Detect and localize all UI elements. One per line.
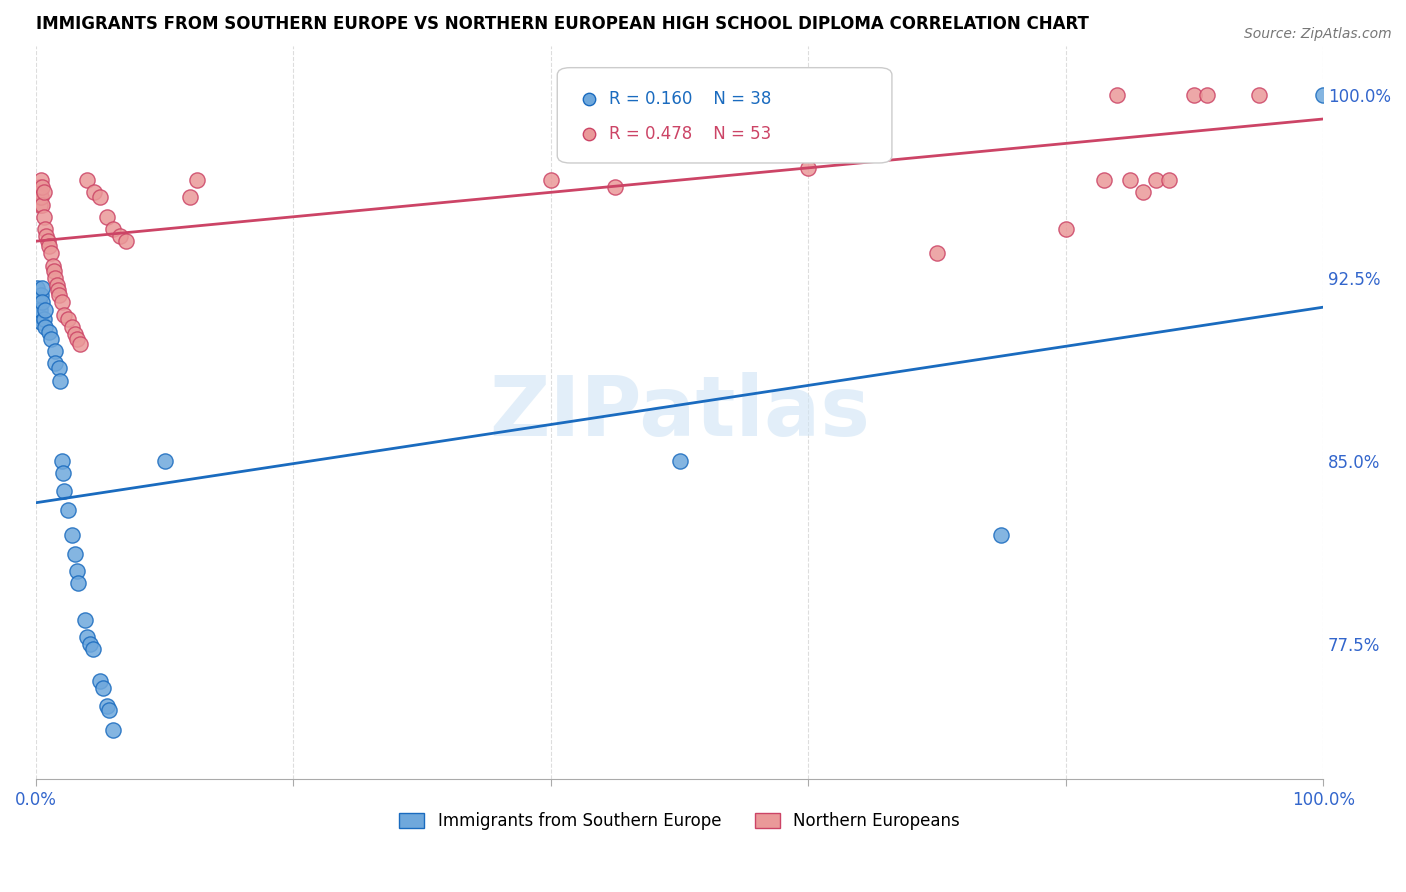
Point bbox=[35, 229, 58, 244]
Point bbox=[31, 295, 53, 310]
Point bbox=[44, 356, 66, 370]
Point bbox=[91, 681, 114, 696]
Point bbox=[1054, 222, 1077, 236]
Point bbox=[48, 288, 70, 302]
Point bbox=[1107, 87, 1129, 102]
Point bbox=[34, 302, 56, 317]
Point bbox=[1197, 87, 1219, 102]
Point bbox=[89, 674, 111, 689]
Point bbox=[1312, 87, 1334, 102]
Point bbox=[98, 704, 121, 718]
Point bbox=[67, 576, 90, 591]
Point bbox=[101, 723, 124, 737]
Point bbox=[28, 302, 51, 317]
Point bbox=[32, 312, 55, 326]
Point bbox=[797, 161, 820, 175]
Point bbox=[56, 503, 79, 517]
Point bbox=[27, 308, 49, 322]
Point bbox=[63, 547, 86, 561]
Point bbox=[30, 173, 52, 187]
Point bbox=[153, 454, 176, 468]
Point bbox=[53, 308, 76, 322]
Point bbox=[1144, 173, 1167, 187]
Point bbox=[32, 186, 55, 200]
Point bbox=[30, 288, 52, 302]
Point bbox=[51, 295, 73, 310]
Point bbox=[578, 381, 600, 395]
Point bbox=[1132, 186, 1154, 200]
Point bbox=[44, 344, 66, 359]
Point bbox=[49, 374, 72, 388]
Point bbox=[53, 483, 76, 498]
Point bbox=[605, 180, 627, 194]
Point bbox=[1157, 173, 1180, 187]
Point bbox=[578, 266, 600, 280]
Point bbox=[1184, 87, 1206, 102]
Point bbox=[41, 332, 63, 346]
Point bbox=[56, 312, 79, 326]
Point bbox=[925, 246, 948, 260]
Point bbox=[1247, 87, 1270, 102]
Point bbox=[41, 259, 63, 273]
Text: Source: ZipAtlas.com: Source: ZipAtlas.com bbox=[1244, 27, 1392, 41]
Point bbox=[31, 197, 53, 211]
Point bbox=[1119, 173, 1142, 187]
Text: ZIPatlas: ZIPatlas bbox=[489, 372, 870, 453]
Point bbox=[46, 283, 69, 297]
Point bbox=[108, 229, 131, 244]
Point bbox=[115, 234, 138, 248]
Point bbox=[27, 190, 49, 204]
Point bbox=[66, 332, 89, 346]
Point bbox=[540, 173, 562, 187]
Point bbox=[30, 190, 52, 204]
Point bbox=[32, 210, 55, 224]
Point bbox=[31, 180, 53, 194]
Point bbox=[668, 454, 690, 468]
Point bbox=[38, 239, 60, 253]
Point bbox=[69, 336, 91, 351]
Point bbox=[38, 325, 60, 339]
Point bbox=[79, 638, 101, 652]
Point bbox=[60, 319, 83, 334]
Point bbox=[42, 263, 65, 277]
Point bbox=[34, 319, 56, 334]
Point bbox=[76, 630, 98, 644]
Point bbox=[25, 186, 48, 200]
Point bbox=[41, 246, 63, 260]
Point bbox=[28, 186, 51, 200]
FancyBboxPatch shape bbox=[557, 68, 891, 163]
Text: IMMIGRANTS FROM SOUTHERN EUROPE VS NORTHERN EUROPEAN HIGH SCHOOL DIPLOMA CORRELA: IMMIGRANTS FROM SOUTHERN EUROPE VS NORTH… bbox=[37, 15, 1088, 33]
Point bbox=[31, 280, 53, 294]
Point bbox=[1092, 173, 1115, 187]
Point bbox=[63, 327, 86, 342]
Point bbox=[990, 527, 1012, 541]
Point bbox=[89, 190, 111, 204]
Point bbox=[101, 222, 124, 236]
Point bbox=[186, 173, 208, 187]
Point bbox=[96, 698, 118, 713]
Point bbox=[96, 210, 118, 224]
Point bbox=[82, 642, 104, 657]
Text: R = 0.478    N = 53: R = 0.478 N = 53 bbox=[609, 125, 770, 143]
Point bbox=[73, 613, 96, 627]
Point bbox=[27, 180, 49, 194]
Point bbox=[37, 234, 59, 248]
Point bbox=[60, 527, 83, 541]
Point bbox=[66, 564, 89, 578]
Text: R = 0.160    N = 38: R = 0.160 N = 38 bbox=[609, 90, 770, 108]
Legend: Immigrants from Southern Europe, Northern Europeans: Immigrants from Southern Europe, Norther… bbox=[392, 805, 966, 837]
Point bbox=[27, 293, 49, 307]
Point bbox=[179, 190, 201, 204]
Point bbox=[44, 271, 66, 285]
Point bbox=[76, 173, 98, 187]
Point bbox=[51, 454, 73, 468]
Point bbox=[25, 280, 48, 294]
Point bbox=[52, 467, 75, 481]
Point bbox=[28, 197, 51, 211]
Point bbox=[83, 186, 105, 200]
Point bbox=[45, 278, 67, 293]
Point bbox=[48, 361, 70, 376]
Point bbox=[34, 222, 56, 236]
Point bbox=[30, 315, 52, 329]
